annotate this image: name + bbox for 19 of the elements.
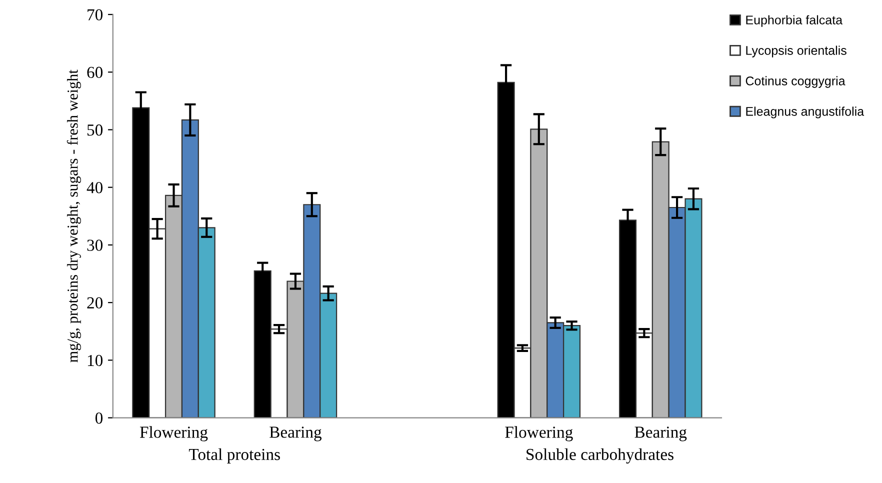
y-tick-label: 60 bbox=[87, 66, 103, 78]
text: Total proteins bbox=[188, 448, 280, 464]
y-tick-label: 0 bbox=[95, 412, 103, 424]
legend-label: Lycopsis orientalis bbox=[746, 46, 846, 58]
legend-label: Euphorbia falcata bbox=[746, 15, 843, 27]
legend-label: Eleagnus angustifolia bbox=[746, 106, 864, 118]
y-tick-label: 30 bbox=[87, 240, 103, 251]
y-axis-title: mg/g, proteins dry weight, sugars - fresh weight bbox=[66, 70, 81, 362]
y-tick-label: 20 bbox=[87, 297, 103, 309]
x-tick-label: Flowering bbox=[505, 426, 573, 442]
legend-label: Cotinus coggygria bbox=[746, 76, 846, 88]
y-tick-label: 50 bbox=[87, 124, 103, 136]
x-tick-label: Bearing bbox=[634, 426, 687, 442]
x-tick-label: Flowering bbox=[140, 426, 208, 442]
x-tick-label: Bearing bbox=[270, 426, 322, 442]
y-tick-label: 10 bbox=[88, 354, 103, 366]
text: Soluble carbohydrates bbox=[526, 448, 674, 464]
y-tick-label: 70 bbox=[88, 9, 103, 20]
y-tick-label: 40 bbox=[86, 182, 103, 194]
